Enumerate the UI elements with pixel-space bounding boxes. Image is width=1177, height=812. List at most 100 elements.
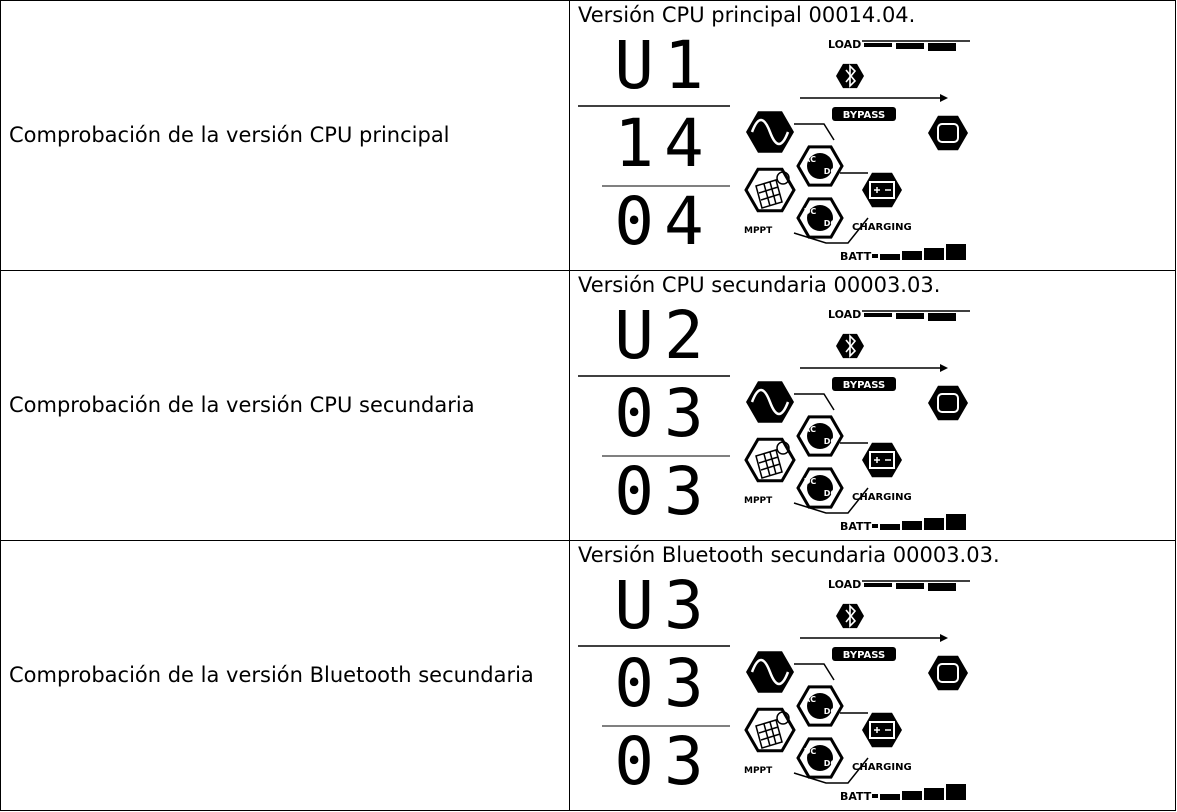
batt-bar: [880, 794, 900, 800]
output-icon: [928, 655, 968, 691]
load-bar: [928, 583, 956, 591]
output-symbol: [937, 663, 959, 683]
battery-symbol: [869, 721, 895, 739]
lcd-label: AC: [804, 425, 816, 434]
solar-grid: [755, 719, 783, 749]
display-cell: Versión Bluetooth secundaria 00003.03. U3…: [569, 540, 1176, 811]
lcd-digits: U3: [614, 568, 713, 644]
sine: [750, 388, 790, 416]
solar-grid: [755, 449, 783, 479]
lcd-label: DC: [824, 167, 837, 176]
lcd-digits: 03: [614, 453, 713, 530]
lcd-digits: 03: [614, 375, 713, 452]
lcd-label: MPPT: [744, 496, 773, 506]
batt-bar: [880, 254, 900, 260]
batt-bar: [924, 788, 944, 800]
battery-icon: [862, 172, 902, 208]
output-icon: [928, 115, 968, 151]
bluetooth-symbol: [845, 334, 857, 358]
sine: [750, 118, 790, 146]
lcd-label: BYPASS: [843, 650, 885, 661]
flow-line: [794, 663, 835, 681]
lcd-label: DC: [804, 747, 817, 756]
batt-bar: [946, 784, 966, 800]
display-cell: Versión CPU secundaria 00003.03. U2 03 03 LO…: [569, 270, 1176, 541]
converter-ring: [807, 745, 833, 771]
lcd-label: LOAD: [828, 308, 861, 321]
lcd-label: DC: [804, 477, 817, 486]
lcd-label: AC: [804, 155, 816, 164]
sine: [750, 658, 790, 686]
table-row: Comprobación de la versión CPU principal…: [0, 0, 1176, 271]
lcd-label: AC: [804, 695, 816, 704]
lcd-digits: U2: [614, 298, 713, 374]
sun: [776, 441, 790, 455]
batt-bar: [924, 518, 944, 530]
lcd-label: CHARGING: [852, 222, 912, 233]
lcd-label: DC: [824, 489, 837, 498]
bypass-box: [832, 107, 896, 121]
load-bar: [896, 583, 924, 589]
lcd-label: DC: [824, 759, 837, 768]
arrow-head: [940, 94, 948, 102]
load-bar: [896, 43, 924, 49]
row-description: Comprobación de la versión CPU secundari…: [0, 270, 570, 541]
converter-ring: [807, 693, 833, 719]
lcd-digits: 14: [614, 105, 713, 182]
batt-bar: [924, 248, 944, 260]
output-symbol: [937, 393, 959, 413]
converter-ring: [807, 423, 833, 449]
battery-signs: [874, 457, 891, 463]
converter-ring: [807, 475, 833, 501]
battery-icon: [862, 442, 902, 478]
load-bar: [864, 313, 892, 317]
lcd-label: MPPT: [744, 226, 773, 236]
batt-bar: [946, 514, 966, 530]
lcd-label: BATT: [840, 790, 872, 803]
lcd-label: DC: [804, 207, 817, 216]
load-bar: [928, 313, 956, 321]
solar-grid: [755, 179, 783, 209]
sun: [776, 711, 790, 725]
bluetooth-symbol: [845, 604, 857, 628]
output-icon: [928, 385, 968, 421]
row-description: Comprobación de la versión Bluetooth sec…: [0, 540, 570, 811]
lcd-label: MPPT: [744, 766, 773, 776]
table-row: Comprobación de la versión CPU secundari…: [0, 270, 1176, 541]
display-caption: Versión CPU principal 00014.04.: [578, 3, 916, 27]
flow-line: [794, 393, 835, 411]
lcd-label: BATT: [840, 520, 872, 533]
lcd-label: BYPASS: [843, 380, 885, 391]
battery-icon: [862, 712, 902, 748]
lcd-label: BYPASS: [843, 110, 885, 121]
flow-line: [794, 123, 835, 141]
battery-symbol: [869, 451, 895, 469]
arrow-head: [940, 364, 948, 372]
bluetooth-symbol: [845, 64, 857, 88]
batt-bar: [880, 524, 900, 530]
load-bar: [864, 43, 892, 47]
output-symbol: [937, 123, 959, 143]
converter-ring: [807, 153, 833, 179]
load-bar: [864, 583, 892, 587]
load-bar: [928, 43, 956, 51]
batt-bar: [902, 521, 922, 530]
lcd-label: BATT: [840, 250, 872, 263]
load-bar: [896, 313, 924, 319]
lcd-label: LOAD: [828, 578, 861, 591]
row-description: Comprobación de la versión CPU principal: [0, 0, 570, 271]
lcd-label: DC: [824, 437, 837, 446]
bypass-box: [832, 647, 896, 661]
lcd-digits: 04: [614, 183, 713, 260]
battery-symbol: [869, 181, 895, 199]
converter-ring: [807, 205, 833, 231]
batt-bar: [902, 251, 922, 260]
lcd-label: CHARGING: [852, 762, 912, 773]
display-caption: Versión Bluetooth secundaria 00003.03.: [578, 543, 1000, 567]
lcd-label: DC: [824, 707, 837, 716]
battery-signs: [874, 727, 891, 733]
